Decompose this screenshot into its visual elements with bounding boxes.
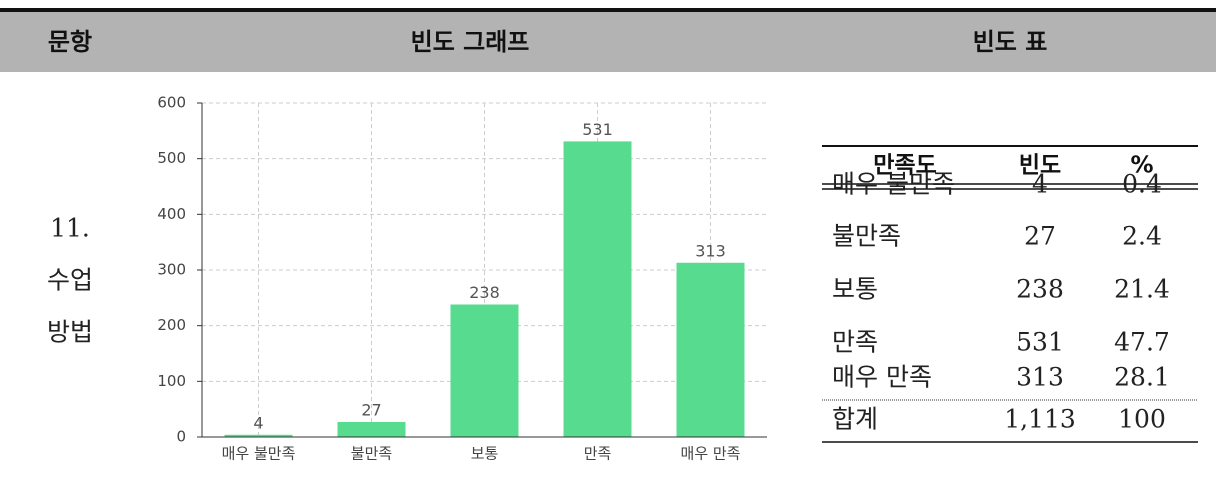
header-cell: 빈도 표 [973, 28, 1048, 56]
table-cell: 47.7 [1114, 328, 1170, 357]
y-tick-label: 400 [157, 205, 186, 223]
value-label: 238 [469, 283, 500, 302]
x-tick-label: 불만족 [351, 445, 393, 463]
table-cell: 1,113 [1004, 405, 1076, 434]
table-cell: 합계 [832, 405, 878, 434]
item-label: 방법 [47, 318, 93, 347]
table-cell: 28.1 [1114, 363, 1170, 392]
y-tick-label: 200 [157, 316, 186, 334]
value-label: 531 [582, 120, 613, 139]
value-label: 27 [361, 400, 381, 419]
value-label: 4 [253, 413, 263, 432]
x-tick-label: 매우 만족 [681, 445, 741, 463]
table-cell: 4 [1032, 170, 1048, 199]
table-cell: 보통 [832, 275, 878, 304]
table-cell: 2.4 [1122, 222, 1162, 251]
header-cell: 빈도 그래프 [411, 28, 530, 56]
item-label: 수업 [47, 266, 93, 295]
top-rule [0, 8, 1216, 12]
y-tick-label: 100 [157, 372, 186, 390]
bar [224, 434, 293, 437]
bar [337, 421, 406, 437]
y-tick-label: 500 [157, 149, 186, 167]
table-header: 만족도 [873, 153, 936, 179]
table-cell: 313 [1016, 363, 1064, 392]
table-cell: 매우 불만족 [832, 170, 955, 199]
table-cell: 27 [1024, 222, 1056, 251]
table-header: % [1130, 153, 1153, 179]
table-cell: 100 [1118, 405, 1166, 434]
table-cell: 531 [1016, 328, 1064, 357]
table-cell: 0.4 [1122, 170, 1162, 199]
table-cell: 불만족 [832, 222, 901, 251]
x-tick-label: 보통 [471, 445, 499, 463]
bar [563, 141, 632, 437]
table-cell: 매우 만족 [832, 363, 932, 392]
header-band [0, 12, 1216, 72]
table-cell: 238 [1016, 275, 1064, 304]
x-tick-label: 만족 [584, 445, 612, 463]
y-tick-label: 0 [176, 428, 186, 446]
bar [450, 304, 519, 437]
y-tick-label: 300 [157, 261, 186, 279]
x-tick-label: 매우 불만족 [222, 445, 296, 463]
table-cell: 21.4 [1114, 275, 1170, 304]
table-header: 빈도 [1019, 153, 1061, 179]
header-cell: 문항 [48, 28, 92, 56]
value-label: 313 [695, 241, 726, 260]
table-cell: 만족 [832, 328, 878, 357]
bar [676, 262, 745, 437]
item-label: 11. [50, 214, 90, 243]
y-tick-label: 600 [157, 94, 186, 112]
